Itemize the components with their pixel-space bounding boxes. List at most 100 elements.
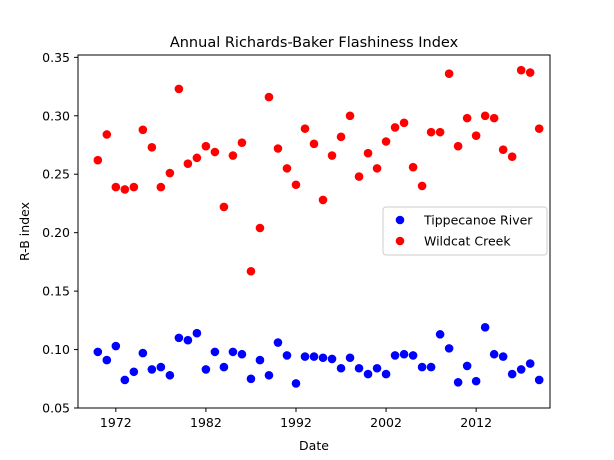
data-point-wildcat-creek bbox=[525, 68, 535, 77]
y-axis: 0.05 0.10 0.15 0.20 0.25 0.30 0.35 bbox=[42, 50, 78, 416]
data-point-wildcat-creek bbox=[102, 130, 112, 139]
data-point-wildcat-creek bbox=[309, 139, 319, 149]
data-point-wildcat-creek bbox=[237, 138, 247, 147]
data-point-tippecanoe-river bbox=[426, 362, 436, 372]
data-point-tippecanoe-river bbox=[246, 374, 256, 384]
data-point-wildcat-creek bbox=[345, 111, 355, 121]
data-point-tippecanoe-river bbox=[444, 344, 454, 353]
data-point-wildcat-creek bbox=[444, 69, 454, 79]
data-point-wildcat-creek bbox=[516, 65, 526, 75]
data-point-wildcat-creek bbox=[390, 123, 400, 132]
data-point-tippecanoe-river bbox=[462, 361, 472, 371]
data-point-tippecanoe-river bbox=[489, 349, 499, 359]
data-point-tippecanoe-river bbox=[174, 333, 184, 343]
data-point-tippecanoe-river bbox=[534, 375, 544, 385]
data-point-tippecanoe-river bbox=[264, 370, 274, 380]
data-point-wildcat-creek bbox=[372, 164, 382, 173]
data-point-wildcat-creek bbox=[156, 182, 166, 192]
y-tick-label: 0.30 bbox=[42, 108, 70, 123]
data-point-wildcat-creek bbox=[336, 132, 346, 142]
data-point-wildcat-creek bbox=[111, 182, 121, 192]
data-point-wildcat-creek bbox=[417, 181, 427, 191]
data-point-wildcat-creek bbox=[201, 141, 211, 151]
data-point-tippecanoe-river bbox=[183, 335, 193, 345]
data-point-tippecanoe-river bbox=[111, 341, 121, 351]
data-point-tippecanoe-river bbox=[435, 330, 445, 339]
data-point-tippecanoe-river bbox=[93, 347, 103, 357]
data-point-tippecanoe-river bbox=[291, 379, 301, 388]
legend-marker-tippecanoe-river bbox=[395, 215, 405, 225]
data-point-wildcat-creek bbox=[480, 111, 490, 121]
data-point-wildcat-creek bbox=[129, 182, 139, 192]
data-point-wildcat-creek bbox=[264, 92, 274, 102]
data-point-wildcat-creek bbox=[381, 137, 391, 146]
data-point-tippecanoe-river bbox=[399, 349, 409, 359]
series-wildcat-creek bbox=[93, 65, 544, 276]
x-tick-label: 1982 bbox=[190, 415, 222, 430]
y-tick-label: 0.25 bbox=[42, 167, 70, 182]
data-point-tippecanoe-river bbox=[336, 363, 346, 373]
data-point-wildcat-creek bbox=[147, 143, 157, 152]
data-point-wildcat-creek bbox=[282, 164, 292, 173]
data-point-tippecanoe-river bbox=[417, 362, 427, 372]
data-point-tippecanoe-river bbox=[327, 354, 337, 364]
data-point-wildcat-creek bbox=[426, 127, 436, 137]
data-point-tippecanoe-river bbox=[471, 376, 481, 386]
data-point-wildcat-creek bbox=[327, 151, 337, 160]
data-point-tippecanoe-river bbox=[192, 328, 202, 338]
data-point-wildcat-creek bbox=[273, 144, 283, 153]
series-tippecanoe-river bbox=[93, 323, 544, 388]
data-point-tippecanoe-river bbox=[237, 349, 247, 359]
x-tick-label: 2002 bbox=[370, 415, 402, 430]
x-tick-label: 1992 bbox=[280, 415, 312, 430]
y-tick-label: 0.35 bbox=[42, 50, 70, 65]
data-point-tippecanoe-river bbox=[309, 352, 319, 361]
y-tick-label: 0.10 bbox=[42, 342, 70, 357]
x-axis-label: Date bbox=[299, 438, 329, 453]
plot-frame bbox=[77, 54, 551, 409]
data-point-wildcat-creek bbox=[462, 113, 472, 123]
data-point-wildcat-creek bbox=[534, 124, 544, 133]
data-point-wildcat-creek bbox=[219, 202, 229, 212]
data-point-tippecanoe-river bbox=[147, 365, 157, 374]
data-point-wildcat-creek bbox=[255, 223, 265, 233]
data-point-wildcat-creek bbox=[174, 84, 184, 94]
data-point-tippecanoe-river bbox=[372, 363, 382, 373]
data-point-tippecanoe-river bbox=[354, 363, 364, 373]
data-points bbox=[93, 65, 544, 388]
data-point-tippecanoe-river bbox=[138, 348, 148, 358]
data-point-tippecanoe-river bbox=[129, 367, 139, 377]
data-point-wildcat-creek bbox=[300, 124, 310, 133]
legend: Tippecanoe River Wildcat Creek bbox=[382, 206, 548, 256]
data-point-wildcat-creek bbox=[435, 127, 445, 137]
data-point-tippecanoe-river bbox=[318, 353, 328, 363]
data-point-tippecanoe-river bbox=[345, 353, 355, 363]
y-tick-label: 0.15 bbox=[42, 284, 70, 299]
y-tick-label: 0.20 bbox=[42, 225, 70, 240]
data-point-wildcat-creek bbox=[192, 153, 202, 163]
chart-title: Annual Richards-Baker Flashiness Index bbox=[170, 35, 459, 51]
data-point-tippecanoe-river bbox=[507, 369, 517, 379]
data-point-tippecanoe-river bbox=[480, 323, 490, 332]
data-point-tippecanoe-river bbox=[165, 370, 175, 380]
data-point-wildcat-creek bbox=[363, 148, 373, 158]
data-point-tippecanoe-river bbox=[273, 338, 283, 347]
data-point-tippecanoe-river bbox=[516, 365, 526, 374]
data-point-wildcat-creek bbox=[138, 125, 148, 135]
x-axis: 1972 1982 1992 2002 2012 bbox=[100, 408, 492, 430]
data-point-tippecanoe-river bbox=[363, 369, 373, 379]
legend-label-wildcat-creek: Wildcat Creek bbox=[424, 234, 511, 249]
data-point-wildcat-creek bbox=[408, 162, 418, 172]
data-point-wildcat-creek bbox=[291, 180, 301, 190]
data-point-tippecanoe-river bbox=[102, 355, 112, 365]
x-tick-label: 2012 bbox=[460, 415, 492, 430]
data-point-tippecanoe-river bbox=[300, 352, 310, 361]
data-point-wildcat-creek bbox=[489, 113, 499, 123]
data-point-tippecanoe-river bbox=[228, 347, 238, 357]
data-point-tippecanoe-river bbox=[210, 347, 220, 357]
data-point-wildcat-creek bbox=[507, 152, 517, 161]
data-point-wildcat-creek bbox=[498, 145, 508, 154]
data-point-wildcat-creek bbox=[453, 141, 463, 151]
data-point-tippecanoe-river bbox=[525, 359, 535, 368]
